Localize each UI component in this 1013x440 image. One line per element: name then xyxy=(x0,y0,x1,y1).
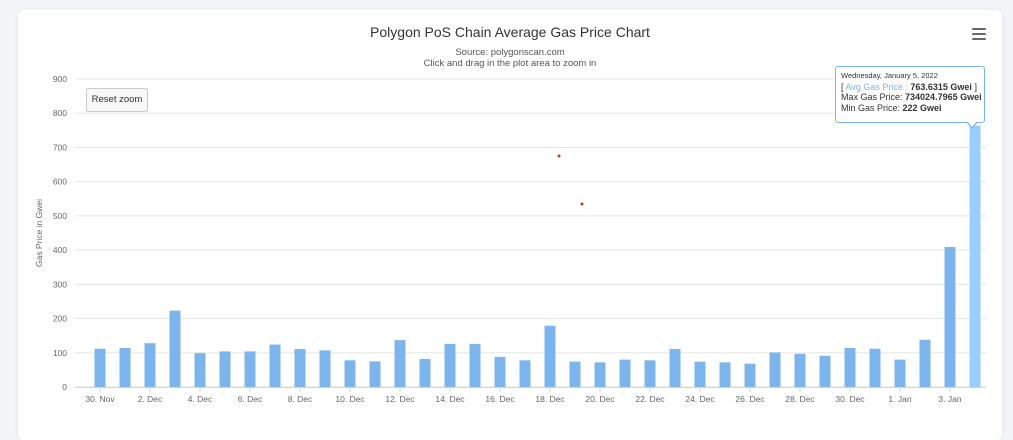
tooltip-avg-value: 763.6315 Gwei xyxy=(910,81,972,92)
bar[interactable] xyxy=(194,353,206,387)
bar[interactable] xyxy=(469,343,481,387)
tooltip-arrow-inner xyxy=(967,121,977,127)
tooltip-min-value: 222 Gwei xyxy=(902,102,942,113)
x-tick-label: 24. Dec xyxy=(685,394,715,404)
menu-line xyxy=(972,33,986,35)
tooltip-avg-line: [ Avg Gas Price : 763.6315 Gwei ] xyxy=(841,82,984,93)
tooltip-max-line: Max Gas Price: 734024.7965 Gwei xyxy=(841,92,984,103)
tooltip-max-value: 734024.7965 Gwei xyxy=(905,92,982,102)
bar-chart[interactable]: 0 100 200 300 400 500 600 700 800 900 30. Nov 2. De… xyxy=(18,10,1002,430)
bar[interactable] xyxy=(394,340,406,387)
x-tick-label: 2. Dec xyxy=(138,394,163,404)
bar[interactable] xyxy=(94,348,106,387)
bar[interactable] xyxy=(494,356,506,387)
bar[interactable] xyxy=(844,347,856,387)
bar[interactable] xyxy=(719,362,731,387)
y-axis-title: Gas Price in Gwei xyxy=(34,199,44,267)
hamburger-menu-icon[interactable] xyxy=(972,28,986,40)
x-tick-label: 30. Nov xyxy=(85,394,115,404)
y-tick-label: 300 xyxy=(53,279,67,289)
bar[interactable] xyxy=(519,360,531,387)
chart-subtitle: Source: polygonscan.com xyxy=(455,47,565,58)
tooltip-date: Wednesday, January 5, 2022 xyxy=(841,71,938,80)
bar[interactable] xyxy=(894,359,906,387)
y-tick-label: 900 xyxy=(53,74,67,84)
bar[interactable] xyxy=(344,360,356,387)
bar[interactable] xyxy=(644,360,656,387)
marker-dot xyxy=(580,202,584,206)
bar[interactable] xyxy=(169,310,181,387)
bar[interactable] xyxy=(244,351,256,387)
x-tick-label: 26. Dec xyxy=(735,394,765,404)
chart-zoom-hint: Click and drag in the plot area to zoom … xyxy=(423,58,597,69)
chart-card: Polygon PoS Chain Average Gas Price Char… xyxy=(18,10,1002,440)
menu-line xyxy=(972,38,986,40)
x-tick-label: 20. Dec xyxy=(585,394,615,404)
tooltip-min-line: Min Gas Price: 222 Gwei xyxy=(841,103,984,114)
y-tick-label: 600 xyxy=(53,177,67,187)
bar[interactable] xyxy=(119,347,131,387)
bar[interactable] xyxy=(694,361,706,387)
reset-zoom-button[interactable]: Reset zoom xyxy=(86,88,148,112)
x-tick-label: 12. Dec xyxy=(385,394,415,404)
bar[interactable] xyxy=(219,351,231,387)
bar[interactable] xyxy=(744,363,756,387)
chart-tooltip: Wednesday, January 5, 2022 [ Avg Gas Pri… xyxy=(835,66,985,123)
x-tick-label: 28. Dec xyxy=(785,394,815,404)
bar[interactable] xyxy=(819,355,831,387)
bar[interactable] xyxy=(144,343,156,387)
bar[interactable] xyxy=(669,349,681,387)
x-tick-label: 14. Dec xyxy=(435,394,465,404)
bar[interactable] xyxy=(944,247,956,387)
x-tick-label: 30. Dec xyxy=(835,394,865,404)
y-tick-label: 700 xyxy=(53,142,67,152)
x-tick-label: 4. Dec xyxy=(188,394,213,404)
marker-dot xyxy=(557,154,561,158)
x-tick-label: 6. Dec xyxy=(238,394,263,404)
x-tick-label: 22. Dec xyxy=(635,394,665,404)
bar[interactable] xyxy=(319,350,331,387)
tooltip-min-label: Min Gas Price: xyxy=(841,102,901,113)
bar[interactable] xyxy=(544,325,556,387)
tooltip-max-label: Max Gas Price: xyxy=(841,92,903,102)
bar[interactable] xyxy=(594,362,606,387)
x-tick-label: 8. Dec xyxy=(288,394,313,404)
y-tick-label: 800 xyxy=(53,108,67,118)
bar[interactable] xyxy=(369,361,381,387)
bar[interactable] xyxy=(419,358,431,387)
menu-line xyxy=(972,28,986,30)
bar[interactable] xyxy=(969,125,981,387)
y-tick-label: 100 xyxy=(53,348,67,358)
x-tick-label: 3. Jan xyxy=(938,394,961,404)
bar[interactable] xyxy=(269,344,281,387)
bar[interactable] xyxy=(794,353,806,387)
y-tick-label: 200 xyxy=(53,314,67,324)
bar[interactable] xyxy=(294,349,306,387)
x-tick-label: 10. Dec xyxy=(335,394,365,404)
y-tick-label: 500 xyxy=(53,211,67,221)
y-tick-label: 0 xyxy=(62,382,67,392)
x-tick-label: 1. Jan xyxy=(888,394,911,404)
bar[interactable] xyxy=(869,348,881,387)
x-tick-label: 18. Dec xyxy=(535,394,565,404)
chart-title: Polygon PoS Chain Average Gas Price Char… xyxy=(370,24,650,40)
bar[interactable] xyxy=(769,352,781,387)
x-tick-label: 16. Dec xyxy=(485,394,515,404)
bar[interactable] xyxy=(569,361,581,387)
bar[interactable] xyxy=(444,343,456,387)
bar[interactable] xyxy=(619,359,631,387)
tooltip-avg-label: Avg Gas Price : xyxy=(845,81,908,92)
tooltip-bracket: ] xyxy=(971,81,977,92)
tooltip-bracket: [ xyxy=(841,81,846,92)
y-tick-label: 400 xyxy=(53,245,67,255)
bar[interactable] xyxy=(919,339,931,387)
